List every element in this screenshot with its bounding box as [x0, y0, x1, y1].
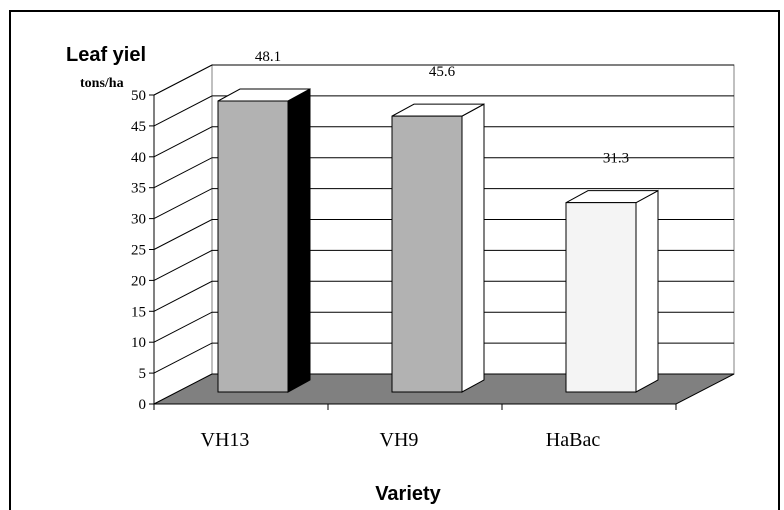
y-tick-label: 50 — [131, 88, 146, 104]
bar-side — [635, 189, 659, 393]
bar-VH9 — [391, 103, 485, 393]
x-tick-label: HaBac — [546, 429, 601, 451]
chart-title: Leaf yiel — [66, 44, 146, 66]
x-axis-label: Variety — [375, 483, 441, 505]
y-tick-label: 35 — [131, 181, 146, 197]
y-tick-label: 40 — [131, 150, 146, 166]
gridline — [153, 219, 734, 250]
bars — [217, 88, 659, 393]
y-tick-label: 10 — [131, 335, 146, 351]
gridline — [153, 64, 734, 96]
chart-frame — [9, 10, 780, 510]
bar-HaBac — [565, 189, 659, 393]
y-tick-label: 0 — [139, 397, 147, 413]
y-tick-label: 45 — [131, 119, 146, 135]
gridline — [153, 249, 734, 281]
y-tick-label: 20 — [131, 273, 146, 289]
gridline — [153, 157, 734, 189]
data-label: 48.1 — [255, 49, 281, 65]
y-axis-label: tons/ha — [80, 76, 124, 91]
bar-front — [565, 202, 637, 393]
bar-side — [461, 103, 485, 393]
y-tick-label: 5 — [139, 366, 147, 382]
data-label: 31.3 — [603, 151, 629, 167]
bar-VH13 — [217, 88, 311, 393]
y-tick-label: 25 — [131, 243, 146, 259]
gridline — [153, 311, 734, 343]
bar-side — [287, 88, 311, 393]
gridline — [153, 95, 734, 127]
bar-front — [217, 100, 289, 393]
gridline — [153, 188, 734, 220]
gridline — [153, 342, 734, 374]
gridline — [153, 126, 734, 158]
x-tick-label: VH13 — [201, 429, 250, 451]
y-tick-label: 15 — [131, 304, 146, 320]
grid-lines — [153, 64, 734, 374]
y-tick-label: 30 — [131, 212, 146, 228]
gridline — [153, 280, 734, 312]
data-label: 45.6 — [429, 64, 456, 80]
axes: 0 5 10 15 20 25 30 35 40 45 50 VH13 VH9 HaBac — [131, 88, 677, 451]
bar-front — [391, 115, 463, 393]
x-tick-label: VH9 — [380, 429, 419, 451]
data-labels: 48.1 45.6 31.3 — [255, 49, 629, 167]
